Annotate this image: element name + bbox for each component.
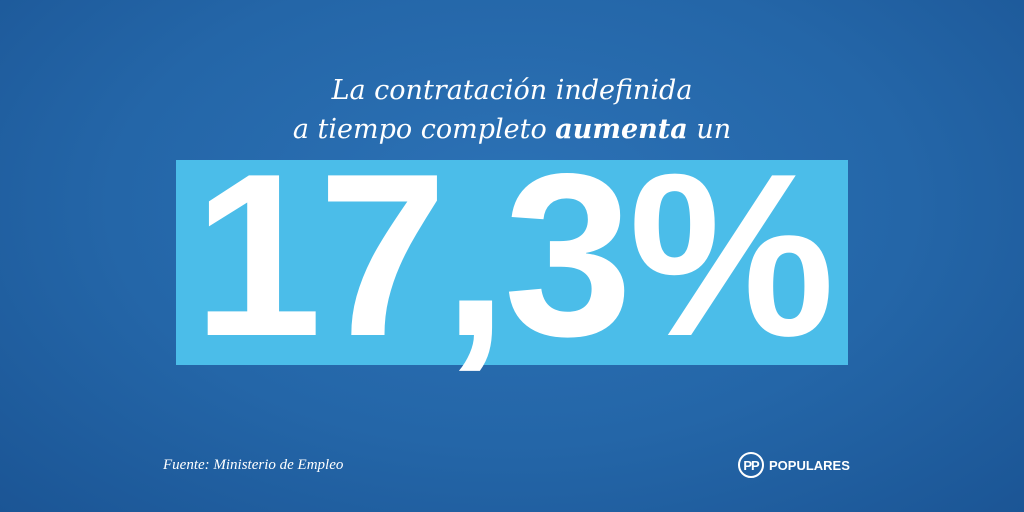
headline-line: La contratación indefinida — [331, 75, 693, 106]
logo-name: POPULARES — [769, 457, 850, 473]
key-figure: 17,3% — [193, 126, 835, 385]
headline-emphasis: aumenta — [555, 114, 688, 145]
headline-text: a tiempo completo — [292, 114, 547, 145]
highlight-box — [176, 160, 848, 365]
logo-mark: PP — [738, 452, 764, 478]
headline-line: a tiempo completo aumenta un — [0, 110, 1024, 150]
source-note: Fuente: Ministerio de Empleo — [163, 457, 344, 473]
logo: PP POPULARES — [738, 452, 850, 478]
headline-text: un — [696, 114, 732, 145]
